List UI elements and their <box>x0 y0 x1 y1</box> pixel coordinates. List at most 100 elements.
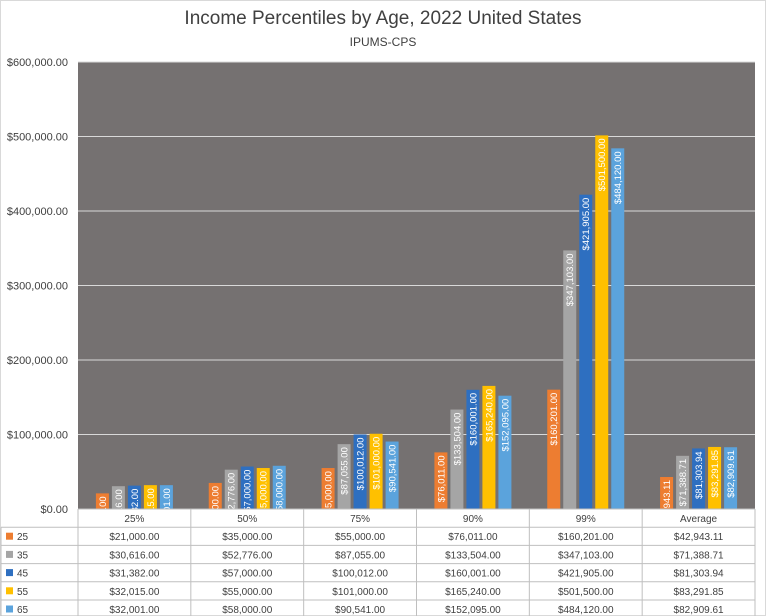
bar-data-label: $421,905.00 <box>581 198 592 251</box>
bar <box>127 485 141 509</box>
bar-data-label: $501,500.00 <box>597 138 608 191</box>
table-cell-value: $484,120.00 <box>558 605 614 616</box>
legend-series-name: 35 <box>17 550 29 561</box>
bar-data-label: $32,001.00 <box>162 488 173 536</box>
y-tick-label: $200,000.00 <box>7 355 68 367</box>
y-tick-label: $400,000.00 <box>7 206 68 218</box>
bar-data-label: $347,103.00 <box>565 253 576 306</box>
bar <box>143 485 157 509</box>
table-cell-value: $152,095.00 <box>445 605 501 616</box>
y-tick-label: $600,000.00 <box>7 57 68 69</box>
table-cell-value: $55,000.00 <box>335 532 385 543</box>
bar-data-label: $31,382.00 <box>130 489 141 537</box>
y-tick-label: $0.00 <box>40 504 68 516</box>
chart-title: Income Percentiles by Age, 2022 United S… <box>184 8 582 29</box>
bar <box>595 135 609 509</box>
table-cell-value: $133,504.00 <box>445 550 501 561</box>
bar-data-label: $83,291.85 <box>710 450 721 498</box>
table-cell-value: $30,616.00 <box>109 550 159 561</box>
bar <box>385 441 399 509</box>
bar-data-label: $165,240.00 <box>484 389 495 442</box>
bar-data-label: $82,909.61 <box>726 450 737 498</box>
bar-data-label: $484,120.00 <box>613 151 624 204</box>
bar-data-label: $76,011.00 <box>436 455 447 502</box>
table-cell-value: $32,015.00 <box>109 587 159 598</box>
table-cell-value: $76,011.00 <box>448 532 498 543</box>
table-cell-value: $501,500.00 <box>558 587 614 598</box>
category-label: 50% <box>237 514 257 525</box>
table-cell-value: $87,055.00 <box>335 550 385 561</box>
bar <box>563 250 577 509</box>
bar <box>434 452 448 509</box>
bar <box>321 468 335 509</box>
table-cell-value: $52,776.00 <box>222 550 272 561</box>
bar-data-label: $160,001.00 <box>468 393 479 446</box>
bar <box>224 469 238 509</box>
bar <box>482 385 496 509</box>
bar-data-label: $58,000.00 <box>275 469 286 517</box>
bar-data-label: $57,000.00 <box>243 470 254 518</box>
bar-data-label: $152,095.00 <box>500 399 511 452</box>
chart-subtitle: IPUMS-CPS <box>349 35 417 49</box>
bar-data-label: $55,000.00 <box>324 471 335 519</box>
bar-data-label: $101,000.00 <box>372 437 383 490</box>
table-cell-value: $160,001.00 <box>445 569 501 580</box>
table-cell-value: $35,000.00 <box>222 532 272 543</box>
bar-data-label: $90,541.00 <box>388 445 399 493</box>
bar <box>547 389 561 509</box>
category-label: Average <box>680 514 718 525</box>
bar <box>692 448 706 509</box>
bar-data-label: $42,943.11 <box>662 480 673 527</box>
bar <box>611 148 625 509</box>
table-cell-value: $32,001.00 <box>109 605 159 616</box>
table-cell-value: $58,000.00 <box>222 605 272 616</box>
table-cell-value: $21,000.00 <box>109 532 159 543</box>
legend-key <box>6 550 13 558</box>
table-cell-value: $31,382.00 <box>109 569 159 580</box>
table-cell-value: $42,943.11 <box>674 532 724 543</box>
category-label: 25% <box>124 514 144 525</box>
bar <box>111 486 125 509</box>
bar <box>337 444 351 509</box>
y-tick-label: $100,000.00 <box>7 430 68 442</box>
bar-data-label: $87,055.00 <box>340 447 351 495</box>
category-label: 99% <box>576 514 596 525</box>
legend-key <box>6 532 13 540</box>
legend-key <box>6 569 13 577</box>
bar <box>369 433 383 509</box>
bar <box>579 194 593 509</box>
bar-data-label: $71,388.71 <box>678 459 689 507</box>
table-cell-value: $165,240.00 <box>445 587 501 598</box>
bar <box>353 434 367 509</box>
legend-key <box>6 605 13 613</box>
bar <box>272 465 286 509</box>
bar <box>208 482 222 509</box>
table-cell-value: $101,000.00 <box>332 587 388 598</box>
bar <box>660 477 674 509</box>
bar-data-label: $30,616.00 <box>114 489 125 537</box>
legend-series-name: 25 <box>17 532 29 543</box>
legend-key <box>6 587 13 595</box>
bar <box>466 389 480 509</box>
category-label: 90% <box>463 514 483 525</box>
table-cell-value: $71,388.71 <box>674 550 724 561</box>
table-cell-value: $160,201.00 <box>558 532 614 543</box>
bar-data-label: $100,012.00 <box>356 437 367 490</box>
bar <box>724 447 738 509</box>
table-cell-value: $100,012.00 <box>332 569 388 580</box>
legend-series-name: 55 <box>17 587 29 598</box>
table-cell-value: $83,291.85 <box>674 587 724 598</box>
bar-data-label: $52,776.00 <box>227 473 238 521</box>
bar <box>708 446 722 509</box>
bar-data-label: $32,015.00 <box>146 488 157 536</box>
category-label: 75% <box>350 514 370 525</box>
table-cell-value: $81,303.94 <box>674 569 724 580</box>
table-cell-value: $82,909.61 <box>674 605 724 616</box>
bar <box>256 468 270 509</box>
bar-data-label: $81,303.94 <box>694 451 705 499</box>
bar-data-label: $55,000.00 <box>259 471 270 519</box>
bar-data-label: $133,504.00 <box>452 413 463 466</box>
legend-series-name: 45 <box>17 569 29 580</box>
table-cell-value: $57,000.00 <box>222 569 272 580</box>
